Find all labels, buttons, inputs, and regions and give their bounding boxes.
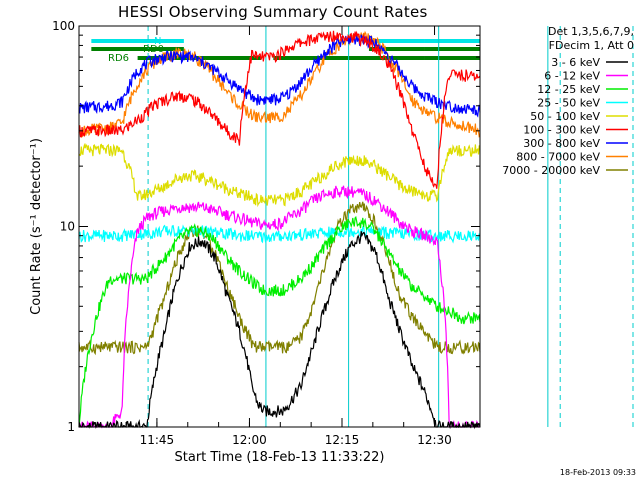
flag-label-n: N [154,36,161,47]
legend-label-7: 800 - 7000 keV [516,151,600,164]
x-tick-label-1: 12:00 [232,433,267,447]
series-line-5 [78,30,481,189]
y-axis-label: Count Rate (s⁻¹ detector⁻¹) [29,138,44,315]
footer-timestamp: 18-Feb-2013 09:33 [559,468,636,477]
legend-label-6: 300 - 800 keV [523,137,600,150]
x-tick-label-3: 12:30 [417,433,452,447]
legend-label-4: 50 - 100 keV [530,110,600,123]
series-line-2 [78,215,481,428]
legend-label-5: 100 - 300 keV [523,124,600,137]
flag-label-rd6: RD6 [108,53,129,64]
legend-label-0: 3 - 6 keV [551,56,600,69]
legend-label-3: 25 - 50 keV [537,97,600,110]
series-line-8 [78,201,481,356]
x-axis-label: Start Time (18-Feb-13 11:33:22) [175,450,385,465]
series-line-6 [78,33,481,118]
y-tick-label-0: 1 [67,420,75,434]
y-tick-label-1: 10 [60,220,75,234]
x-tick-label-2: 12:15 [325,433,360,447]
legend-header-attenuator: FDecim 1, Att 0 [548,39,634,52]
y-tick-label-2: 100 [52,19,75,33]
legend-header-detectors: Det 1,3,5,6,7,9, [547,25,634,38]
legend-label-8: 7000 - 20000 keV [502,164,600,177]
chart-title: HESSI Observing Summary Count Rates [118,3,428,21]
series-line-7 [78,30,481,138]
legend-label-2: 12 - 25 keV [537,83,600,96]
series-line-1 [79,185,480,429]
flag-label-rd0: RD0 [143,44,164,55]
x-tick-label-0: 11:45 [140,433,175,447]
legend-label-1: 6 - 12 keV [544,70,600,83]
series-line-4 [78,142,481,208]
